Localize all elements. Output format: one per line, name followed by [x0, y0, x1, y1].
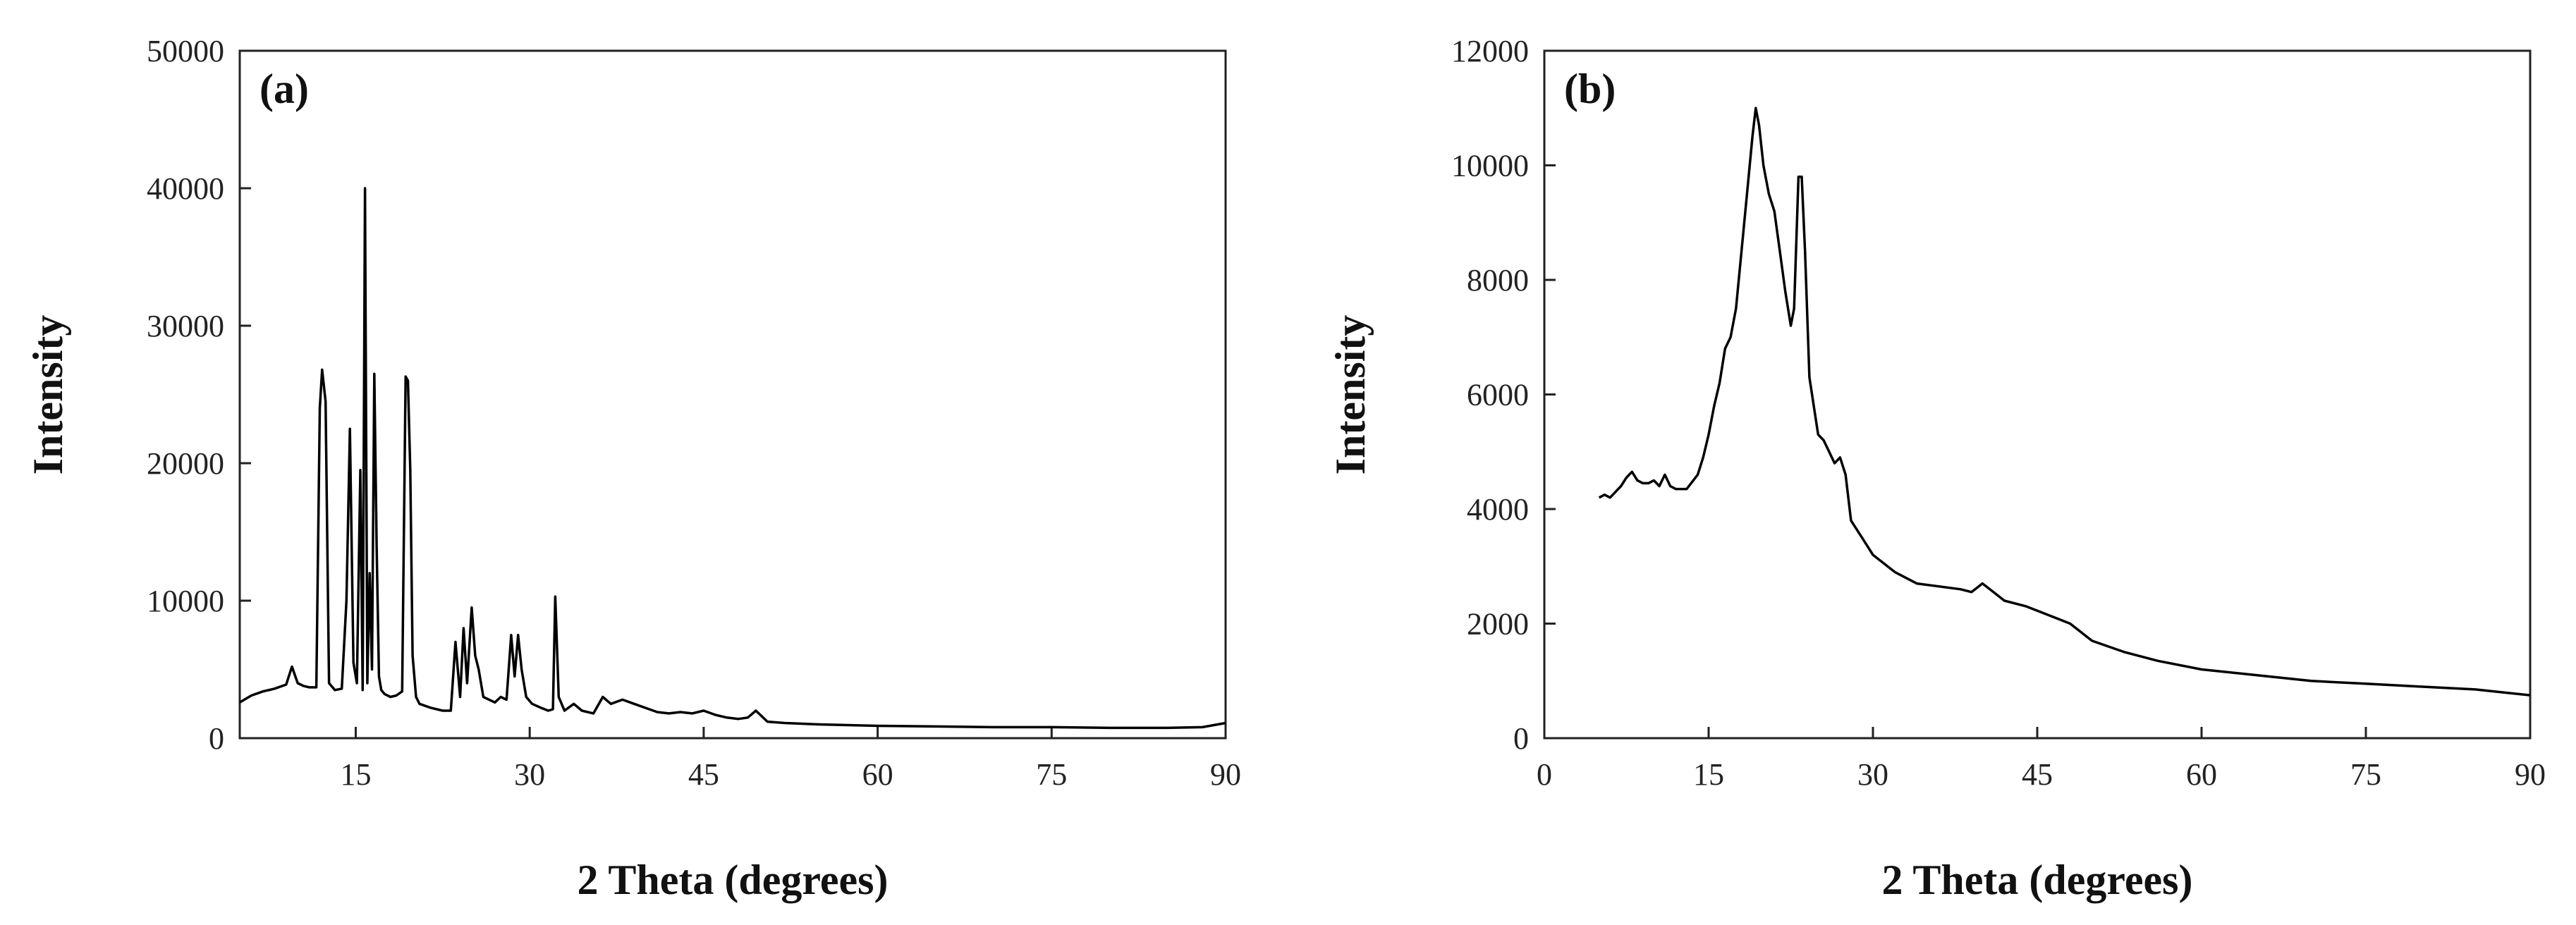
y-tick-label-a: 40000: [147, 171, 224, 206]
series-line-b: [1598, 106, 2531, 697]
y-tick-label-b: 10000: [1451, 149, 1529, 183]
x-tick-label-b: 15: [1693, 757, 1724, 792]
x-tick-label-b: 0: [1537, 757, 1552, 792]
panel-label-b: (b): [1564, 66, 1616, 112]
series-line-a: [239, 187, 1226, 730]
x-tick-label-a: 75: [1036, 757, 1067, 792]
y-tick-label-b: 12000: [1451, 34, 1529, 68]
axis-ticks-a: 15 30 45 60 75 90 0 10000 20000 30000 40000 50000: [147, 34, 1241, 792]
x-tick-label-b: 75: [2350, 757, 2381, 792]
y-tick-label-b: 8000: [1467, 263, 1529, 298]
plot-frame-b: [1543, 49, 2532, 740]
y-tick-label-a: 0: [209, 721, 224, 756]
y-tick-label-a: 30000: [147, 309, 224, 343]
x-tick-label-b: 90: [2515, 757, 2546, 792]
y-tick-label-a: 50000: [147, 34, 224, 68]
y-tick-label-a: 10000: [147, 584, 224, 618]
x-tick-label-b: 60: [2186, 757, 2217, 792]
x-tick-label-b: 45: [2022, 757, 2053, 792]
panel-label-a: (a): [260, 66, 309, 112]
x-tick-label-a: 60: [862, 757, 893, 792]
y-tick-label-b: 6000: [1467, 378, 1529, 412]
axis-ticks-b: 0 15 30 45 60 75 90 0 2000 4000 6000 8000 10000 12000: [1451, 34, 2546, 792]
y-tick-label-b: 0: [1513, 721, 1529, 756]
y-tick-label-b: 2000: [1467, 607, 1529, 642]
plot-frame-a: [238, 49, 1227, 740]
x-tick-label-a: 15: [340, 757, 371, 792]
y-tick-label-a: 20000: [147, 446, 224, 481]
x-tick-label-b: 30: [1857, 757, 1888, 792]
chart-panel-b: (b) 2 Theta (degrees) Intensity 0 15 30 45 6…: [1327, 34, 2546, 903]
y-tick-label-b: 4000: [1467, 492, 1529, 527]
x-tick-label-a: 45: [688, 757, 719, 792]
x-axis-title-a: 2 Theta (degrees): [577, 857, 888, 903]
x-tick-label-a: 90: [1210, 757, 1241, 792]
chart-panel-a: (a) 2 Theta (degrees) Intensity 15 30 45 60…: [25, 34, 1241, 903]
x-tick-label-a: 30: [514, 757, 545, 792]
x-axis-title-b: 2 Theta (degrees): [1881, 857, 2192, 903]
y-axis-title-a: Intensity: [25, 315, 71, 475]
y-axis-title-b: Intensity: [1327, 315, 1374, 475]
